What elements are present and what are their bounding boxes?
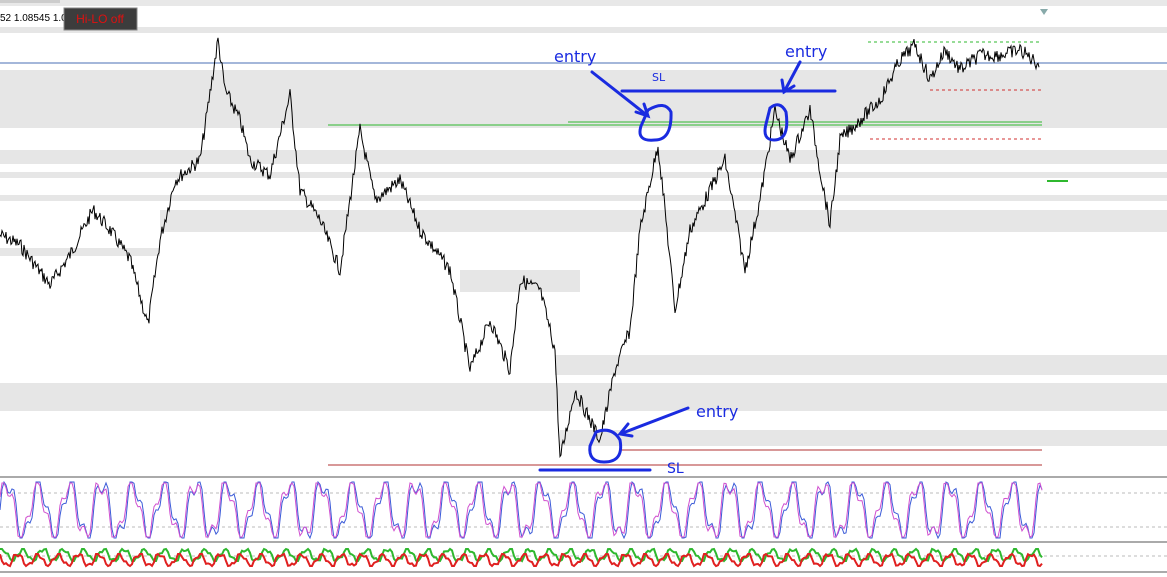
zone [0, 27, 1167, 33]
arrow [590, 70, 651, 119]
arrow [780, 60, 802, 95]
zone [460, 270, 580, 292]
entry-label: entry [554, 47, 596, 66]
hilo-button[interactable] [63, 7, 138, 31]
scroll-marker [1040, 9, 1048, 15]
zone [0, 150, 1167, 164]
annotations [538, 60, 837, 472]
arrow [617, 406, 690, 438]
sl-label: SL [667, 461, 684, 477]
price-header: 52 1.08545 1.08 [0, 13, 73, 24]
oscillator-red [0, 552, 1043, 568]
oscillator-signal [0, 482, 1043, 539]
price-line [0, 37, 1040, 458]
zone [0, 383, 1167, 411]
circle-mark [638, 104, 673, 142]
zone [0, 195, 1167, 201]
zone [160, 210, 1167, 232]
circle-mark [763, 103, 789, 142]
zone [0, 172, 1167, 178]
entry-label: entry [696, 402, 738, 421]
entry-label: entry [785, 42, 827, 61]
circle-mark [588, 428, 623, 464]
zones [0, 27, 1167, 446]
zone [260, 92, 1167, 106]
toolbar-strip [0, 0, 1167, 6]
hilo-button-label[interactable]: Hi-LO off [76, 12, 124, 26]
zone [560, 430, 1167, 446]
sl-label: SL [652, 71, 666, 84]
zone [555, 355, 1167, 375]
tab [0, 0, 60, 3]
zone [0, 248, 160, 256]
